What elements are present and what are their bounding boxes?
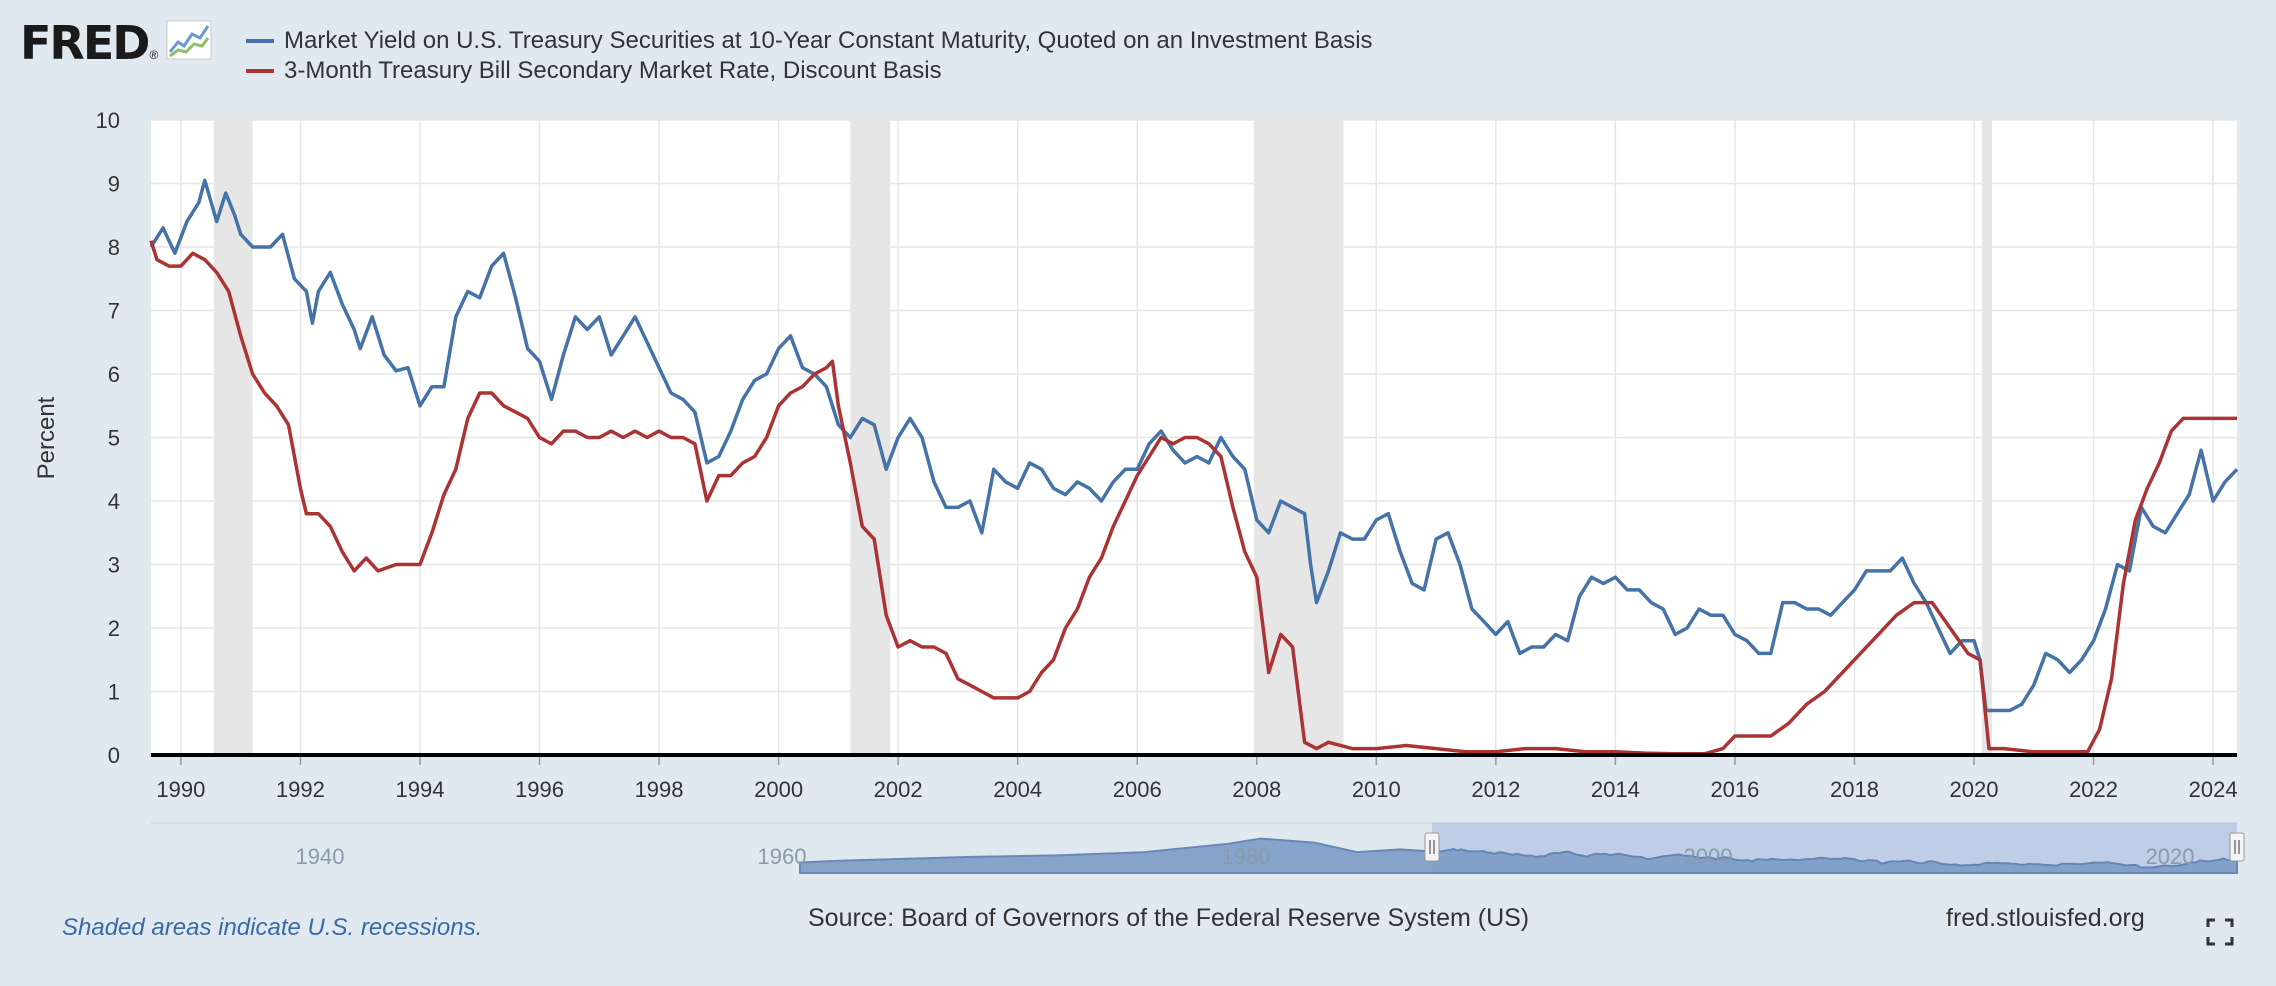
navigator-right-handle[interactable] bbox=[2229, 832, 2245, 862]
legend-item-3-month[interactable]: 3-Month Treasury Bill Secondary Market R… bbox=[246, 56, 1373, 86]
x-tick-label: 2022 bbox=[2069, 777, 2118, 802]
navigator-ticks: 1940 1960 1980 2000 2020 bbox=[296, 844, 2195, 869]
x-tick-label: 1998 bbox=[635, 777, 684, 802]
y-tick-label: 8 bbox=[108, 235, 120, 260]
legend-swatch-10-year bbox=[246, 39, 274, 43]
x-tick-label: 2024 bbox=[2189, 777, 2238, 802]
y-tick-label: 2 bbox=[108, 616, 120, 641]
legend-swatch-3-month bbox=[246, 69, 274, 73]
registered-mark: ® bbox=[149, 48, 159, 62]
navigator-tick-label: 2000 bbox=[1684, 844, 1733, 869]
x-tick-label: 2000 bbox=[754, 777, 803, 802]
site-url[interactable]: fred.stlouisfed.org bbox=[1946, 904, 2145, 932]
chart-legend: Market Yield on U.S. Treasury Securities… bbox=[246, 26, 1373, 86]
x-tick-label: 2008 bbox=[1232, 777, 1281, 802]
x-tick-label: 2016 bbox=[1710, 777, 1759, 802]
chart-canvas: 0 1 2 3 4 5 6 7 8 9 10 1990 1992 1994 1996 1998 2000 2002… bbox=[33, 108, 2245, 874]
x-tick-label: 2014 bbox=[1591, 777, 1640, 802]
x-tick-label: 2002 bbox=[874, 777, 923, 802]
legend-label-3-month: 3-Month Treasury Bill Secondary Market R… bbox=[284, 57, 942, 84]
x-tick-label: 2012 bbox=[1471, 777, 1520, 802]
legend-item-10-year[interactable]: Market Yield on U.S. Treasury Securities… bbox=[246, 26, 1373, 56]
fred-logo-text: FRED bbox=[20, 16, 150, 70]
x-tick-label: 2020 bbox=[1950, 777, 1999, 802]
y-tick-label: 6 bbox=[108, 362, 120, 387]
range-navigator[interactable]: 1940 1960 1980 2000 2020 bbox=[151, 822, 2245, 874]
navigator-tick-label: 2020 bbox=[2146, 844, 2195, 869]
x-tick-label: 1996 bbox=[515, 777, 564, 802]
navigator-tick-label: 1980 bbox=[1222, 844, 1271, 869]
grid-lines bbox=[151, 119, 2237, 755]
navigator-tick-label: 1940 bbox=[296, 844, 345, 869]
navigator-series-area bbox=[799, 837, 2238, 874]
y-tick-label: 3 bbox=[108, 553, 120, 578]
y-tick-label: 9 bbox=[108, 172, 120, 197]
y-tick-label: 1 bbox=[108, 680, 120, 705]
y-tick-label: 5 bbox=[108, 426, 120, 451]
fullscreen-icon[interactable] bbox=[2206, 918, 2234, 946]
fred-chart-icon bbox=[166, 20, 212, 60]
x-tick-label: 1992 bbox=[276, 777, 325, 802]
series-lines bbox=[149, 178, 2239, 756]
series-line-3-month[interactable] bbox=[149, 240, 2237, 756]
axes: 0 1 2 3 4 5 6 7 8 9 10 1990 1992 1994 1996 1998 2000 2002… bbox=[96, 108, 2238, 802]
x-tick-label: 2010 bbox=[1352, 777, 1401, 802]
y-tick-label: 10 bbox=[96, 108, 120, 133]
x-tick-label: 2004 bbox=[993, 777, 1042, 802]
y-tick-label: 7 bbox=[108, 299, 120, 324]
source-text: Source: Board of Governors of the Federa… bbox=[808, 904, 1530, 932]
legend-label-10-year: Market Yield on U.S. Treasury Securities… bbox=[284, 27, 1373, 54]
fred-logo[interactable]: FRED ® bbox=[20, 18, 212, 68]
y-tick-label: 0 bbox=[108, 743, 120, 768]
x-tick-label: 2006 bbox=[1113, 777, 1162, 802]
y-axis-label: Percent bbox=[33, 396, 60, 479]
navigator-left-handle[interactable] bbox=[1424, 832, 1440, 862]
x-tick-label: 1990 bbox=[156, 777, 205, 802]
x-tick-label: 2018 bbox=[1830, 777, 1879, 802]
recession-note: Shaded areas indicate U.S. recessions. bbox=[62, 914, 483, 941]
series-line-10-year[interactable] bbox=[149, 178, 2239, 713]
y-tick-label: 4 bbox=[108, 489, 120, 514]
x-tick-label: 1994 bbox=[395, 777, 444, 802]
navigator-tick-label: 1960 bbox=[758, 844, 807, 869]
